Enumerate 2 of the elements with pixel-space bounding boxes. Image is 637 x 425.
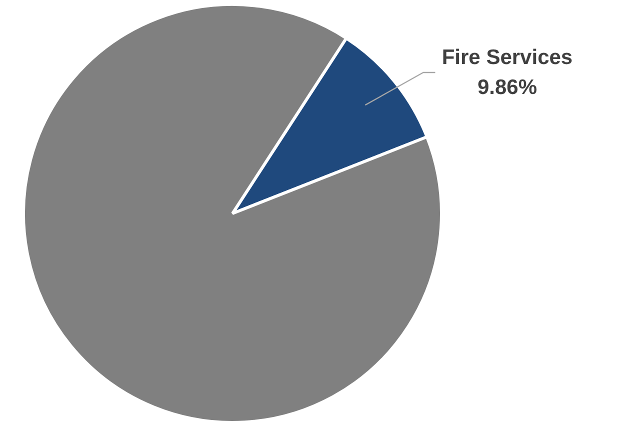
data-label: 9.86% (477, 76, 538, 99)
slice-label: Fire Services (442, 46, 573, 69)
